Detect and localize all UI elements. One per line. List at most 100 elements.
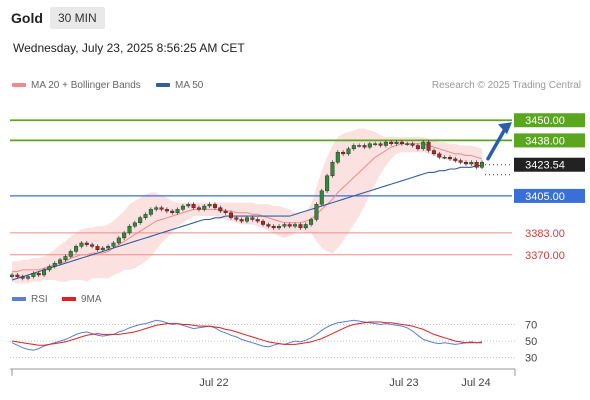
rsi-legend-item: RSI — [12, 294, 48, 305]
candle-body — [159, 207, 164, 210]
level-tag-3405.00 — [514, 188, 585, 203]
candle-body — [36, 273, 41, 276]
candle-body — [186, 204, 191, 207]
candle-body — [244, 217, 249, 222]
candle-body — [138, 217, 143, 224]
candle-body — [378, 143, 383, 146]
instrument-title: Gold — [11, 10, 43, 26]
candle-body — [58, 259, 63, 264]
candle-body — [277, 225, 282, 229]
ma9-legend-label: 9MA — [81, 294, 102, 305]
candle-body — [79, 242, 84, 247]
level-tag-3438.00 — [514, 133, 585, 148]
candle-body — [255, 219, 260, 222]
candle-body — [212, 204, 217, 208]
candle-body — [175, 209, 180, 213]
credit-text: Research © 2025 Trading Central — [431, 80, 581, 91]
candle-body — [293, 224, 298, 227]
candle-body — [335, 151, 340, 163]
ma9-legend-swatch — [62, 297, 76, 302]
candle-body — [15, 274, 20, 277]
candle-body — [196, 207, 201, 210]
candle-body — [437, 153, 442, 158]
candle-body — [463, 162, 468, 165]
candle-body — [405, 143, 410, 145]
candle-body — [180, 205, 185, 210]
x-tick-Jul-23: Jul 23 — [389, 377, 418, 389]
level-tag-3450.00 — [514, 113, 585, 128]
candle-body — [357, 145, 362, 147]
rsi-legend-label: RSI — [31, 294, 48, 305]
candle-body — [426, 141, 431, 151]
level-label-3405.00: 3405.00 — [525, 191, 565, 203]
candle-body — [442, 157, 447, 159]
header-bar: Gold 30 MIN — [0, 0, 590, 34]
candle-body — [447, 157, 452, 160]
candle-body — [415, 145, 420, 150]
candle-body — [399, 141, 404, 144]
legend-item-ma20: MA 20 + Bollinger Bands — [12, 80, 141, 91]
candle-body — [95, 246, 100, 250]
rsi-tick-50: 50 — [525, 336, 537, 348]
legend-item-ma50: MA 50 — [156, 80, 203, 91]
candle-body — [31, 273, 36, 277]
last-price-tag — [514, 157, 585, 172]
candle-body — [122, 232, 127, 239]
candle-body — [111, 242, 116, 247]
candle-body — [68, 251, 73, 257]
candle-body — [218, 207, 223, 212]
candle-body — [164, 209, 169, 212]
legend-label-ma50: MA 50 — [175, 80, 204, 91]
level-label-3438.00: 3438.00 — [525, 135, 565, 147]
legend-label-ma20: MA 20 + Bollinger Bands — [31, 80, 141, 91]
candle-body — [362, 145, 367, 148]
candle-body — [207, 204, 212, 207]
candle-body — [453, 158, 458, 161]
candle-body — [325, 175, 330, 192]
rsi-legend-swatch — [12, 297, 26, 302]
candle-body — [127, 225, 132, 234]
candle-body — [52, 262, 57, 267]
candle-body — [309, 219, 314, 225]
level-label-3450.00: 3450.00 — [525, 115, 565, 127]
last-price-label: 3423.54 — [525, 160, 565, 172]
candle-body — [154, 207, 159, 210]
candle-body — [250, 217, 255, 220]
candle-body — [9, 274, 14, 277]
rsi-line — [11, 319, 483, 351]
candle-body — [271, 225, 276, 229]
candle-body — [132, 222, 137, 227]
candle-body — [191, 204, 196, 208]
candle-body — [90, 244, 95, 247]
candle-body — [319, 190, 324, 205]
timestamp: Wednesday, July 23, 2025 8:56:25 AM CET — [13, 41, 245, 55]
candle-body — [341, 151, 346, 155]
candle-body — [367, 143, 372, 148]
candle-body — [346, 148, 351, 155]
candle-body — [26, 276, 31, 279]
candle-body — [330, 162, 335, 176]
candle-body — [228, 212, 233, 218]
candle-body — [261, 220, 266, 225]
candle-body — [314, 204, 319, 220]
candle-body — [287, 224, 292, 227]
candle-body — [47, 266, 52, 271]
rsi-ma9-line — [11, 321, 482, 346]
candle-body — [234, 217, 239, 220]
candle-body — [431, 150, 436, 155]
legend-swatch-ma50 — [156, 83, 170, 88]
candle-body — [351, 145, 356, 150]
candle-body — [303, 224, 308, 229]
candle-body — [202, 205, 207, 210]
x-tick-Jul-22: Jul 22 — [199, 377, 228, 389]
timeframe-badge[interactable]: 30 MIN — [50, 7, 105, 29]
candle-body — [282, 224, 287, 227]
candle-body — [106, 246, 111, 249]
candle-body — [239, 219, 244, 222]
level-label-3383.00: 3383.00 — [525, 228, 565, 240]
forecast-arrow-shaft — [486, 125, 508, 161]
forecast-arrow-head — [498, 122, 512, 135]
candle-body — [410, 143, 415, 146]
level-label-3370.00: 3370.00 — [525, 250, 565, 262]
